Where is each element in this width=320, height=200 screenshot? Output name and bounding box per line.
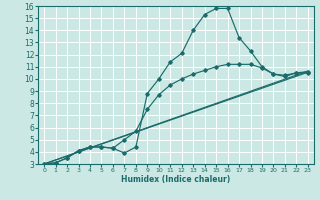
X-axis label: Humidex (Indice chaleur): Humidex (Indice chaleur) xyxy=(121,175,231,184)
